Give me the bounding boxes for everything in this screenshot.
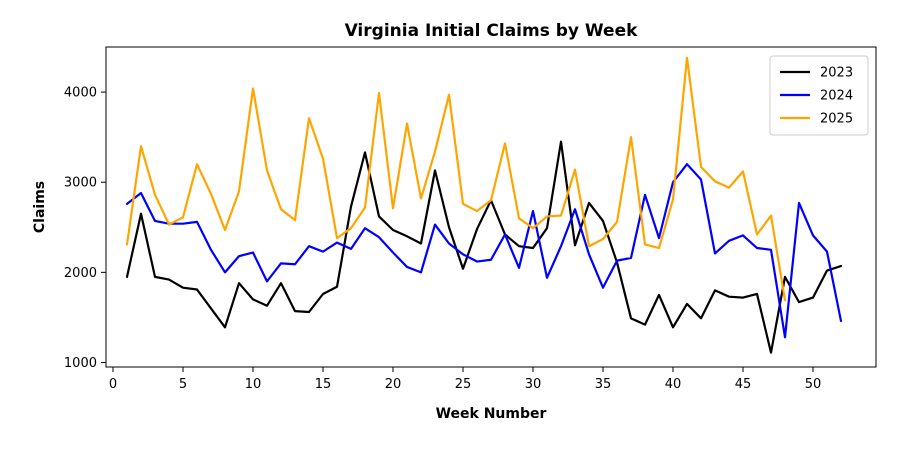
series-line-2024	[125, 163, 843, 339]
legend-label-2023: 2023	[820, 66, 853, 81]
legend-box	[769, 55, 869, 136]
x-axis: 0 5 10 15 20 25 30 35 40 45 50	[109, 367, 821, 392]
legend-label-2025: 2025	[820, 112, 853, 127]
chart-title: Virginia Initial Claims by Week	[345, 21, 639, 41]
legend: 2023 2024 2025	[769, 55, 869, 136]
series-line-2023	[125, 140, 843, 354]
series-layer	[125, 56, 843, 354]
x-axis-title: Week Number	[436, 406, 547, 422]
y-axis-title: Claims	[32, 181, 48, 233]
legend-label-2024: 2024	[820, 89, 853, 104]
y-tick-label: 4000	[64, 86, 97, 101]
x-tick-label: 25	[455, 377, 472, 392]
series-line-2025	[125, 56, 787, 302]
y-axis: 1000 2000 3000 4000	[64, 86, 106, 371]
y-tick-label: 1000	[64, 356, 97, 371]
x-tick-label: 20	[385, 377, 402, 392]
x-tick-label: 10	[245, 377, 262, 392]
y-tick-label: 2000	[64, 266, 97, 281]
x-tick-label: 45	[735, 377, 752, 392]
plot-frame	[105, 46, 877, 368]
y-tick-label: 3000	[64, 176, 97, 191]
x-tick-label: 0	[109, 377, 117, 392]
x-tick-label: 30	[525, 377, 542, 392]
x-tick-label: 50	[805, 377, 822, 392]
x-tick-label: 15	[315, 377, 332, 392]
x-tick-label: 35	[595, 377, 612, 392]
x-tick-label: 5	[179, 377, 187, 392]
x-tick-label: 40	[665, 377, 682, 392]
